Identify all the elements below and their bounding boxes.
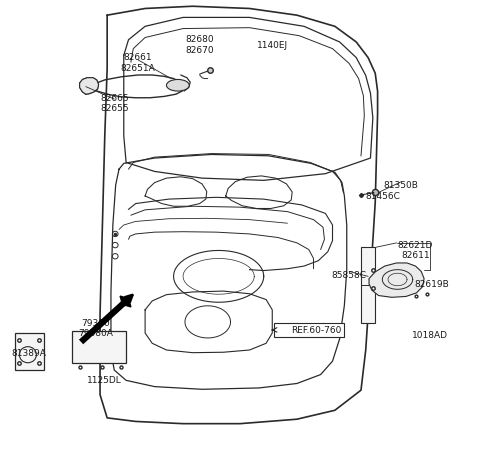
Text: 1140EJ: 1140EJ [257,41,288,50]
Text: 85858C: 85858C [332,270,367,279]
Bar [14,334,44,370]
Text: 82621D
82611: 82621D 82611 [398,240,433,260]
Polygon shape [369,263,424,298]
Text: 82680
82670: 82680 82670 [185,36,214,55]
Text: 81389A: 81389A [12,348,46,357]
Text: REF.60-760: REF.60-760 [291,326,341,335]
Bar [361,248,375,323]
Text: 82661
82651A: 82661 82651A [120,53,156,73]
Text: 81350B: 81350B [384,181,419,190]
Text: 81456C: 81456C [365,192,400,201]
Polygon shape [80,78,98,95]
Text: 82619B: 82619B [415,279,450,288]
Ellipse shape [167,80,189,92]
Text: 1018AD: 1018AD [412,330,448,339]
Text: 82665
82655: 82665 82655 [100,93,129,113]
Bar [72,331,126,364]
FancyBboxPatch shape [274,323,344,337]
Text: 1125DL: 1125DL [87,375,122,384]
Text: 79390
79380A: 79390 79380A [78,318,113,338]
